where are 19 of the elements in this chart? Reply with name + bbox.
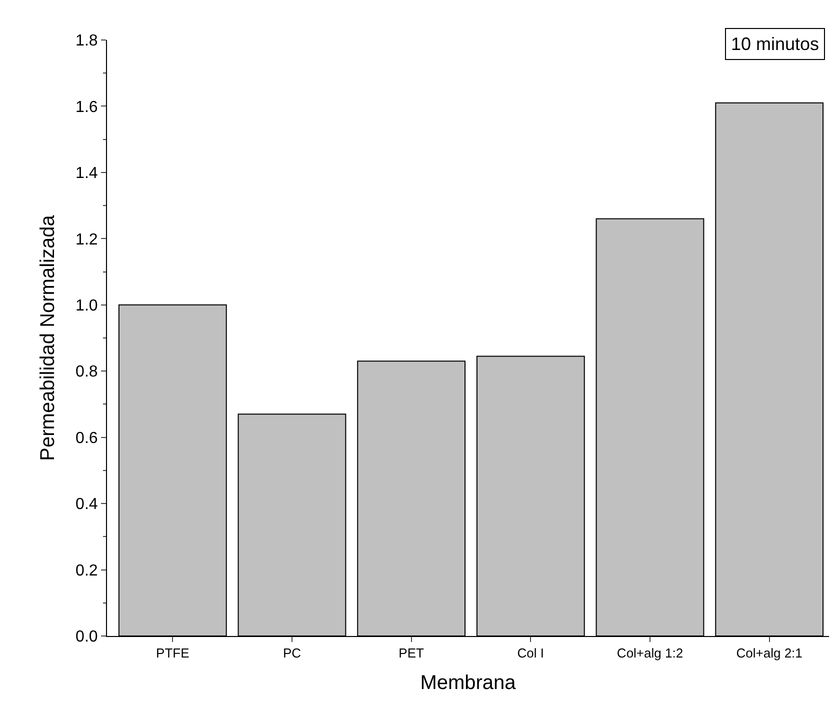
x-tick-label: PC	[282, 646, 302, 661]
annotation: 10 minutos	[731, 34, 820, 54]
y-tick-label: 1.0	[76, 297, 98, 314]
x-axis-title: Membrana	[420, 672, 517, 694]
y-tick-label: 1.6	[76, 98, 98, 116]
x-tick-label: Col+alg 2:1	[736, 646, 802, 661]
x-tick-label: PTFE	[156, 646, 190, 661]
x-tick-label: Col I	[517, 646, 544, 661]
x-tick-label: Col+alg 1:2	[616, 646, 684, 661]
y-tick-label: 0.6	[76, 430, 98, 447]
y-tick-label: 0.4	[76, 496, 98, 514]
y-tick-label: 0.0	[76, 628, 98, 646]
y-tick-label: 1.8	[76, 32, 98, 50]
x-tick-label: PET	[398, 646, 424, 661]
y-tick-label: 1.4	[76, 165, 98, 182]
y-tick-label: 0.2	[76, 562, 98, 580]
y-tick-label: 0.8	[76, 364, 98, 381]
y-tick-label: 1.2	[76, 231, 98, 248]
y-axis-title: Permeabilidad Normalizada	[37, 214, 60, 461]
